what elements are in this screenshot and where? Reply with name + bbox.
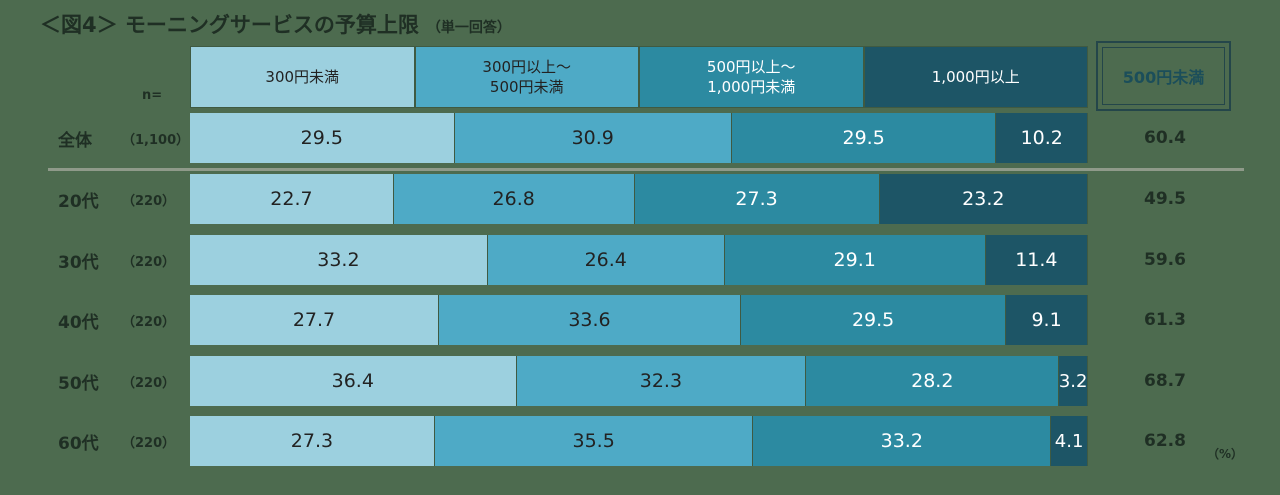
bar-segment: 27.3 bbox=[190, 416, 435, 466]
chart-title-text: ＜図4＞ モーニングサービスの予算上限 bbox=[40, 13, 419, 37]
legend-label: 300円未満 bbox=[265, 68, 340, 86]
chart-title: ＜図4＞ モーニングサービスの予算上限 （単一回答） bbox=[40, 9, 511, 39]
legend-label: 300円以上～ 500円未満 bbox=[482, 58, 572, 96]
legend-item-3: 500円以上～ 1,000円未満 bbox=[639, 46, 864, 108]
row-label: 全体 bbox=[58, 131, 92, 151]
bar-segment: 30.9 bbox=[454, 113, 732, 163]
bar-segment: 29.5 bbox=[190, 113, 455, 163]
summary-header-label: 500円未満 bbox=[1102, 47, 1225, 105]
legend-label: 1,000円以上 bbox=[931, 68, 1020, 86]
bar-segment: 29.5 bbox=[741, 295, 1007, 345]
separator-line bbox=[48, 168, 1244, 171]
bar-segment: 33.6 bbox=[438, 295, 741, 345]
bar-segment: 10.2 bbox=[996, 113, 1088, 163]
summary-value: 61.3 bbox=[1144, 310, 1186, 330]
bar-segment: 9.1 bbox=[1006, 295, 1088, 345]
row-label: 30代 bbox=[58, 253, 99, 273]
summary-header: 500円未満 bbox=[1096, 41, 1231, 111]
bar-segment: 35.5 bbox=[434, 416, 754, 466]
summary-value: 68.7 bbox=[1144, 371, 1186, 391]
chart-title-note: （単一回答） bbox=[426, 20, 511, 36]
bar-segment: 29.5 bbox=[731, 113, 997, 163]
bar-segment: 27.3 bbox=[634, 174, 880, 224]
row-sample-size: （1,100） bbox=[122, 133, 190, 148]
legend-item-4: 1,000円以上 bbox=[863, 46, 1088, 108]
summary-value: 60.4 bbox=[1144, 128, 1186, 148]
legend-item-1: 300円未満 bbox=[190, 46, 415, 108]
bar-segment: 3.2 bbox=[1059, 356, 1088, 406]
bar-segment: 36.4 bbox=[190, 356, 517, 406]
summary-value: 49.5 bbox=[1144, 189, 1186, 209]
bar-segment: 33.2 bbox=[753, 416, 1052, 466]
bar-segment: 33.2 bbox=[190, 235, 488, 285]
row-label: 20代 bbox=[58, 192, 99, 212]
summary-value: 59.6 bbox=[1144, 250, 1186, 270]
row-label: 60代 bbox=[58, 434, 99, 454]
percent-unit: （%） bbox=[1207, 447, 1244, 461]
row-sample-size: （220） bbox=[122, 255, 176, 270]
legend-label: 500円以上～ 1,000円未満 bbox=[706, 58, 796, 96]
legend-item-2: 300円以上～ 500円未満 bbox=[414, 46, 639, 108]
row-label: 50代 bbox=[58, 374, 99, 394]
row-sample-size: （220） bbox=[122, 436, 176, 451]
bar-segment: 23.2 bbox=[879, 174, 1088, 224]
n-header: n= bbox=[142, 88, 163, 103]
bar-segment: 29.1 bbox=[724, 235, 986, 285]
summary-value: 62.8 bbox=[1144, 431, 1186, 451]
bar-segment: 22.7 bbox=[190, 174, 394, 224]
row-label: 40代 bbox=[58, 313, 99, 333]
bar-segment: 4.1 bbox=[1051, 416, 1088, 466]
row-sample-size: （220） bbox=[122, 376, 176, 391]
bar-segment: 27.7 bbox=[190, 295, 439, 345]
row-sample-size: （220） bbox=[122, 315, 176, 330]
row-sample-size: （220） bbox=[122, 194, 176, 209]
bar-segment: 28.2 bbox=[806, 356, 1060, 406]
bar-segment: 26.8 bbox=[393, 174, 635, 224]
bar-segment: 11.4 bbox=[985, 235, 1088, 285]
bar-segment: 32.3 bbox=[516, 356, 807, 406]
bar-segment: 26.4 bbox=[487, 235, 725, 285]
